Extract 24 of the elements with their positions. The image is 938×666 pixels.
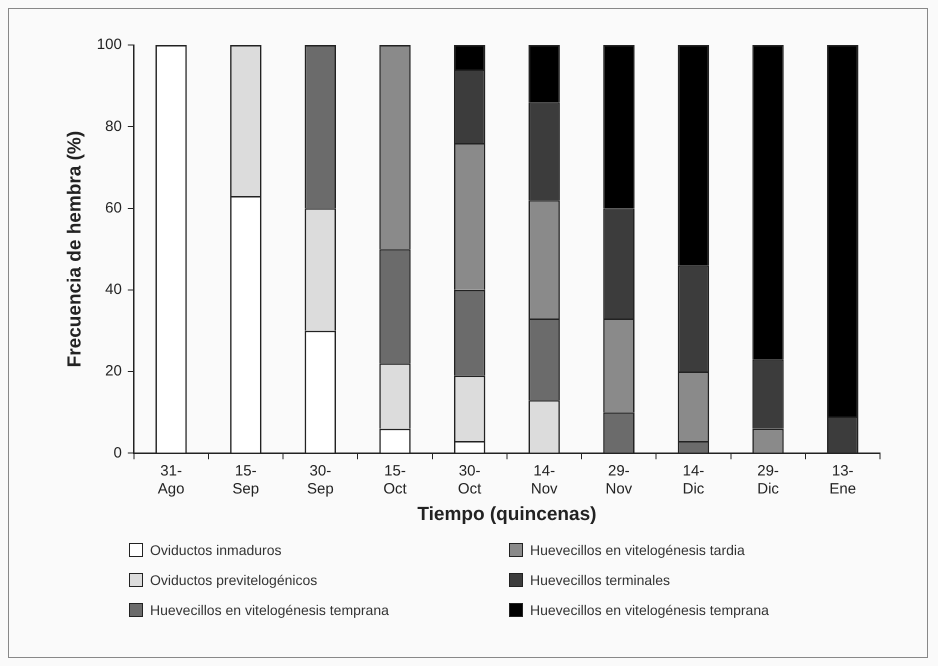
x-tick-label: 13- Ene (829, 462, 856, 498)
legend-label: Huevecillos en vitelogénesis temprana (150, 602, 389, 618)
x-tick-label: 29- Dic (757, 462, 780, 498)
y-axis-title: Frecuencia de hembra (%) (64, 130, 86, 368)
y-tick-label: 60 (105, 199, 122, 216)
legend-label: Oviductos inmaduros (150, 542, 282, 558)
y-tick-label: 20 (105, 362, 122, 380)
x-tick-label: 30- Oct (458, 462, 482, 498)
legend-label: Oviductos previtelogénicos (150, 572, 318, 588)
y-tick-label: 80 (105, 118, 122, 135)
x-tick-label: 29- Nov (605, 462, 633, 498)
y-tick-label: 40 (105, 281, 122, 298)
x-tick-label: 30- Sep (307, 462, 334, 498)
x-tick-label: 14- Dic (682, 462, 705, 498)
x-tick-label: 31- Ago (158, 462, 184, 498)
x-axis-title: Tiempo (quincenas) (417, 504, 596, 525)
legend-label: Huevecillos terminales (530, 572, 670, 588)
legend-label: Huevecillos en vitelogénesis tardia (530, 542, 745, 558)
x-tick-label: 14- Nov (530, 462, 558, 498)
y-tick-label: 0 (113, 444, 122, 462)
x-tick-label: 15- Sep (232, 462, 260, 498)
legend-label: Huevecillos en vitelogénesis temprana (530, 602, 769, 618)
x-tick-label: 15- Oct (383, 462, 408, 498)
y-tick-label: 100 (96, 36, 122, 54)
